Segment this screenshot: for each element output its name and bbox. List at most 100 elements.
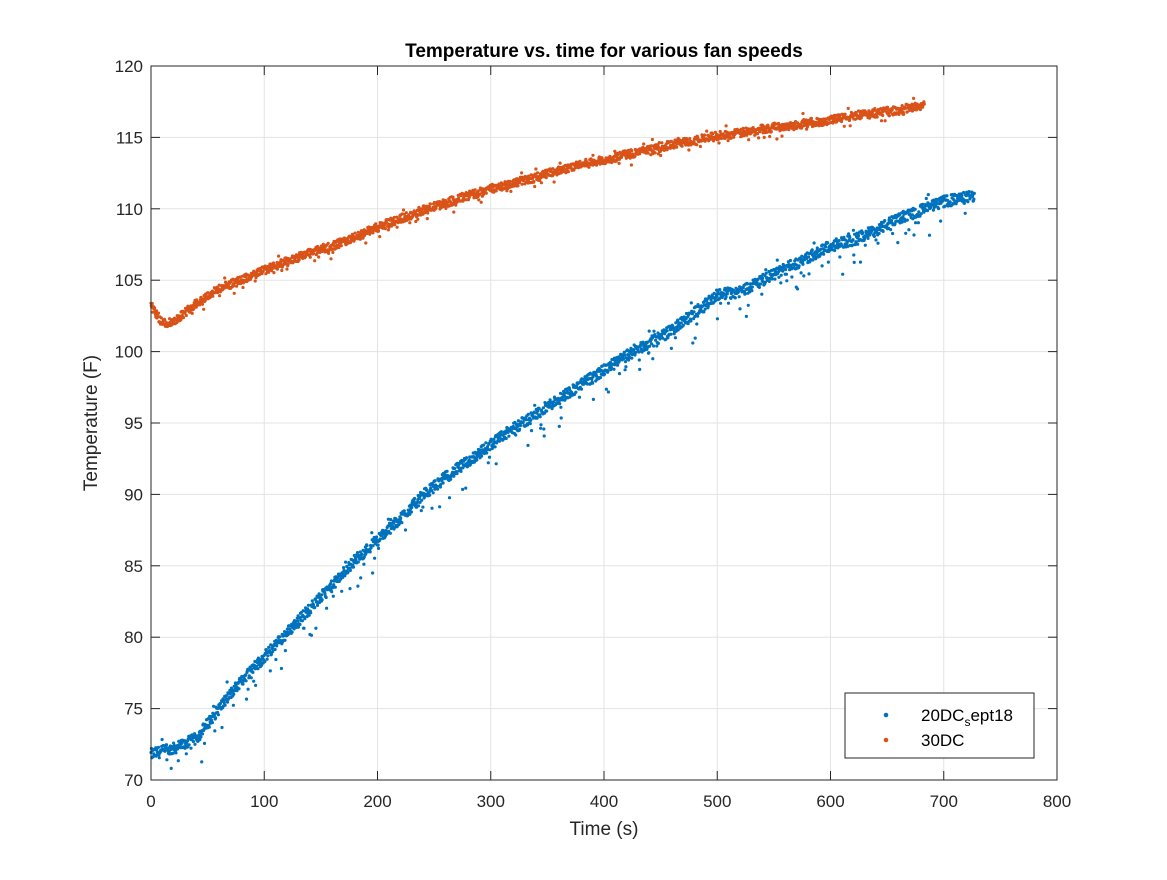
data-point (459, 469, 463, 473)
data-point (296, 625, 301, 629)
data-point (272, 642, 276, 647)
data-point (962, 190, 966, 195)
data-point (370, 531, 374, 535)
data-point (213, 729, 217, 733)
data-point (283, 638, 287, 642)
data-point (308, 255, 312, 259)
data-point (809, 116, 814, 120)
data-point (659, 153, 663, 158)
data-point (169, 766, 173, 771)
data-point (660, 141, 664, 145)
data-point (703, 133, 707, 137)
data-point (354, 555, 358, 559)
y-tick-label: 100 (115, 343, 143, 362)
data-point (750, 285, 754, 289)
data-point (311, 251, 316, 256)
data-point (921, 105, 925, 109)
data-point (598, 375, 603, 380)
data-point (647, 329, 651, 333)
data-point (392, 521, 396, 525)
data-point (310, 599, 314, 603)
data-point (837, 239, 841, 243)
data-point (848, 235, 852, 240)
data-point (393, 222, 397, 227)
data-point (801, 262, 805, 266)
data-point (362, 562, 366, 566)
data-point (295, 616, 299, 620)
data-point (391, 525, 395, 529)
data-point (348, 568, 352, 573)
data-point (914, 221, 918, 225)
data-point (762, 135, 766, 139)
data-point (764, 271, 768, 275)
data-point (378, 537, 382, 541)
data-point (767, 279, 771, 283)
data-point (332, 583, 336, 587)
data-point (726, 301, 731, 305)
data-point (773, 277, 777, 281)
data-point (492, 437, 496, 441)
x-tick-label: 400 (590, 792, 618, 811)
x-tick-label: 0 (146, 792, 155, 811)
data-point (623, 368, 627, 372)
y-axis-label: Temperature (F) (81, 355, 102, 491)
data-point (713, 299, 718, 303)
data-point (788, 258, 793, 263)
data-point (854, 240, 858, 244)
data-point (223, 703, 227, 707)
data-point (807, 272, 811, 276)
data-point (550, 407, 554, 411)
data-point (715, 294, 719, 298)
data-point (376, 229, 381, 233)
y-tick-label: 85 (124, 557, 143, 576)
data-point (717, 141, 721, 145)
data-point (819, 247, 823, 251)
data-point (280, 268, 284, 273)
data-point (741, 126, 745, 130)
data-point (900, 220, 904, 224)
data-point (327, 251, 331, 255)
data-point (960, 193, 964, 197)
data-point (800, 254, 804, 258)
data-point (359, 576, 363, 580)
data-point (775, 258, 779, 262)
data-point (518, 424, 523, 428)
data-point (267, 270, 271, 274)
data-point (355, 551, 360, 555)
data-point (464, 456, 469, 460)
data-point (815, 246, 819, 250)
data-point (544, 176, 548, 180)
data-point (487, 455, 492, 459)
data-point (811, 258, 815, 262)
data-point (514, 433, 518, 437)
data-point (784, 267, 788, 272)
data-point (905, 218, 909, 222)
data-point (174, 751, 178, 755)
data-point (421, 505, 425, 509)
data-point (542, 427, 546, 431)
data-point (254, 683, 258, 688)
data-point (681, 323, 685, 327)
data-point (297, 258, 301, 262)
data-point (504, 436, 508, 441)
data-point (656, 341, 661, 345)
data-point (781, 269, 785, 273)
data-point (737, 295, 741, 299)
data-point (545, 409, 549, 413)
data-point (633, 353, 637, 357)
data-point (529, 418, 533, 422)
data-point (428, 493, 432, 497)
data-point (879, 119, 884, 123)
data-point (313, 606, 317, 610)
data-point (365, 544, 369, 548)
data-point (386, 228, 390, 232)
data-point (413, 496, 417, 501)
data-point (326, 241, 330, 245)
data-point (156, 745, 161, 749)
data-point (852, 260, 856, 264)
data-point (769, 130, 773, 134)
data-point (376, 543, 380, 547)
data-point (479, 200, 483, 204)
data-point (266, 654, 270, 658)
